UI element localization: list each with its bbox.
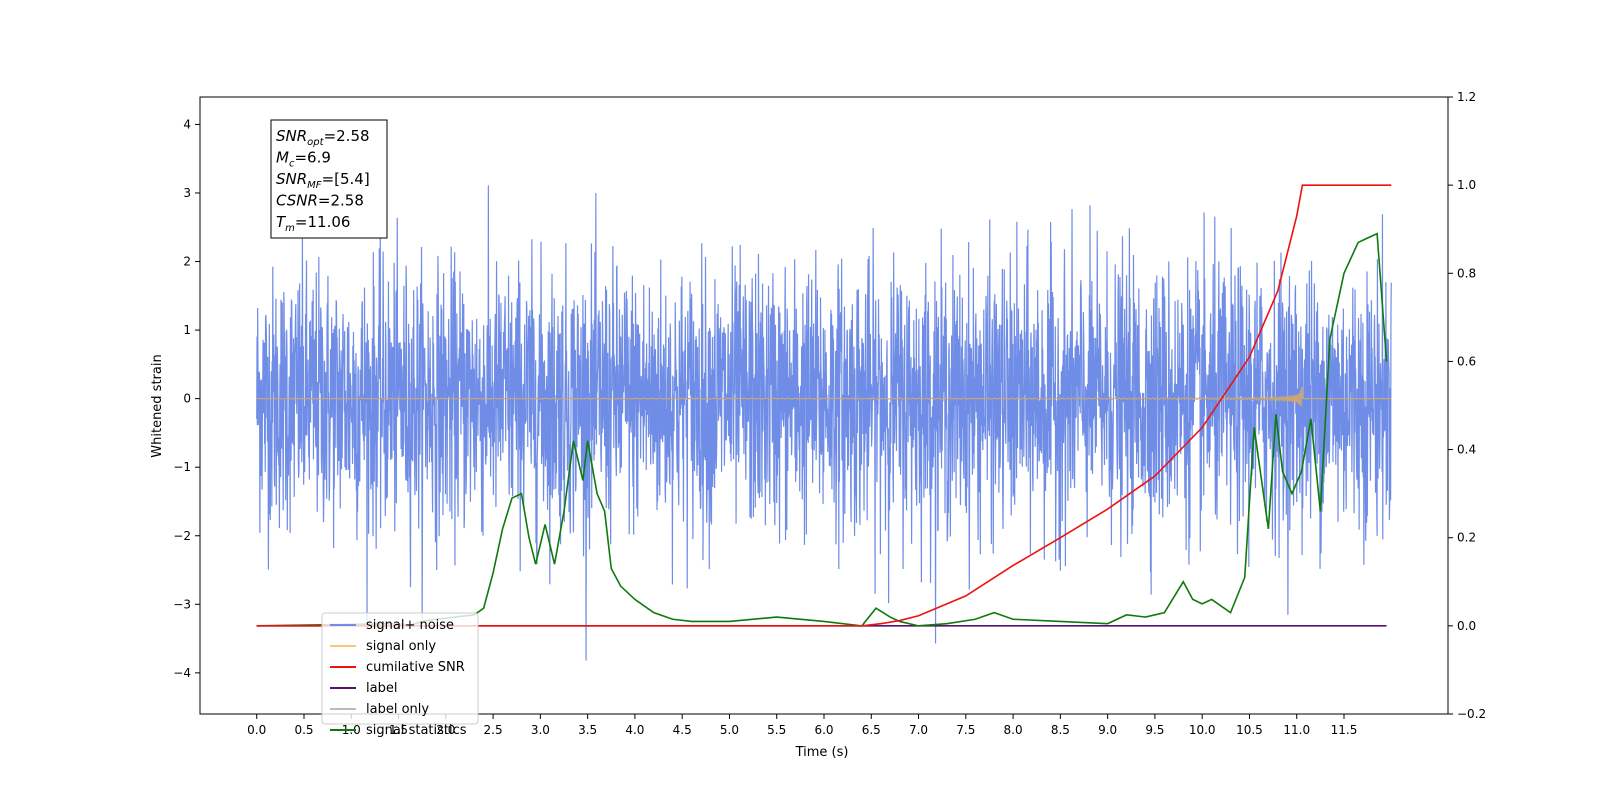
- plot-area: [256, 184, 1392, 661]
- y-tick-label: −3: [173, 597, 191, 611]
- x-tick-label: 9.0: [1098, 723, 1117, 737]
- x-tick-label: 11.5: [1331, 723, 1358, 737]
- legend-box: [321, 612, 479, 725]
- y-tick-label: −2: [173, 529, 191, 543]
- x-tick-label: 6.0: [814, 723, 833, 737]
- x-axis: 0.0 0.5 1.0 1.5 2.0 2.5 3.0 3.5 4.0 4.5 5.0 5.5 6.0 6…: [247, 714, 1357, 737]
- x-tick-label: 5.5: [767, 723, 786, 737]
- x-tick-label: 0.5: [294, 723, 313, 737]
- y-tick-label: 1: [183, 323, 191, 337]
- y2-tick-label: 0.2: [1457, 531, 1476, 545]
- legend: signal+ noise signal only cumilative SNR la…: [321, 612, 479, 738]
- y2-tick-label: 0.4: [1457, 443, 1476, 457]
- y2-tick-label: 1.2: [1457, 90, 1476, 104]
- y-tick-label: 2: [183, 255, 191, 269]
- x-tick-label: 7.0: [909, 723, 928, 737]
- y-tick-label: 4: [183, 117, 191, 131]
- annotation-line: SNRopt=2.58: [276, 127, 370, 148]
- series-cumulative-snr: [256, 184, 1392, 627]
- annotation-line: SNRMF=[5.4]: [276, 170, 370, 191]
- y-tick-label: −4: [173, 666, 191, 680]
- x-tick-label: 1.5: [389, 723, 408, 737]
- y-axis-right: 1.2 1.0 0.8 0.6 0.4 0.2 0.0 −0.2: [1448, 90, 1486, 721]
- y-tick-label: −1: [173, 460, 191, 474]
- x-tick-label: 4.5: [673, 723, 692, 737]
- series-signal-only: [256, 386, 1392, 407]
- legend-entry: signal only: [366, 639, 436, 654]
- x-tick-label: 4.0: [625, 723, 644, 737]
- y-tick-label: 3: [183, 186, 191, 200]
- annotation-box: [270, 119, 388, 239]
- y2-tick-label: 1.0: [1457, 178, 1476, 192]
- x-tick-label: 11.0: [1283, 723, 1310, 737]
- x-tick-label: 0.0: [247, 723, 266, 737]
- annotation-line: Tm=11.06: [276, 213, 350, 234]
- legend-entry: label: [366, 681, 397, 696]
- x-axis-label: Time (s): [795, 745, 849, 760]
- series-signal-statistics: [256, 232, 1388, 627]
- y2-tick-label: −0.2: [1457, 707, 1486, 721]
- x-tick-label: 2.5: [484, 723, 503, 737]
- x-tick-label: 8.0: [1004, 723, 1023, 737]
- x-tick-label: 8.5: [1051, 723, 1070, 737]
- x-tick-label: 10.5: [1236, 723, 1263, 737]
- y2-tick-label: 0.8: [1457, 266, 1476, 280]
- legend-entry: signal statistics: [366, 723, 467, 738]
- y2-tick-label: 0.0: [1457, 619, 1476, 633]
- annotation-line: Mc=6.9: [276, 149, 331, 170]
- y2-tick-label: 0.6: [1457, 354, 1476, 368]
- annotation-line: CSNR=2.58: [276, 192, 364, 210]
- x-tick-label: 3.5: [578, 723, 597, 737]
- x-tick-label: 10.0: [1189, 723, 1216, 737]
- y-axis-label: Whitened strain: [150, 354, 165, 457]
- legend-entry: signal+ noise: [366, 618, 454, 633]
- legend-entry: label only: [366, 702, 429, 717]
- x-tick-label: 6.5: [862, 723, 881, 737]
- y-tick-label: 0: [183, 392, 191, 406]
- x-tick-label: 2.0: [436, 723, 455, 737]
- x-tick-label: 3.0: [531, 723, 550, 737]
- x-tick-label: 9.5: [1145, 723, 1164, 737]
- y-axis-left: 4 3 2 1 0 −1 −2 −3 −4: [173, 117, 200, 680]
- series-signal-noise: [256, 185, 1392, 661]
- x-tick-label: 5.0: [720, 723, 739, 737]
- legend-entry: cumilative SNR: [366, 660, 465, 675]
- x-tick-label: 7.5: [956, 723, 975, 737]
